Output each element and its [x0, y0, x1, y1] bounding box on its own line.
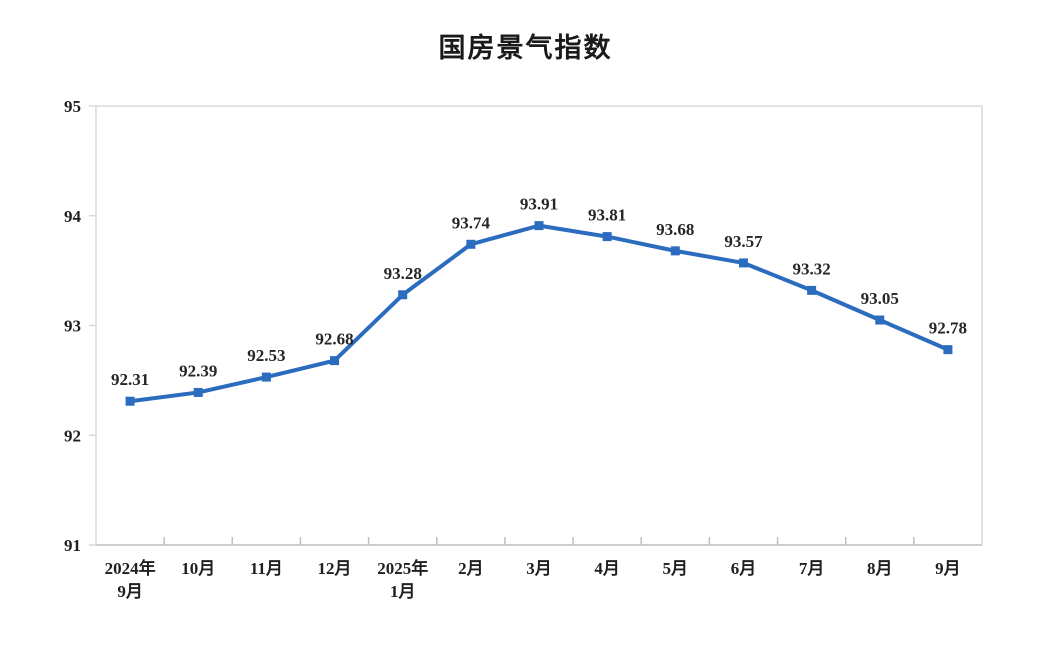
- data-point-label: 93.57: [724, 232, 763, 251]
- x-axis-label: 4月: [594, 559, 620, 578]
- data-point-label: 93.81: [588, 206, 626, 225]
- data-point-marker: [807, 285, 817, 295]
- data-point-marker: [670, 246, 680, 256]
- x-axis-label: 12月: [318, 559, 352, 578]
- data-point-label: 93.05: [861, 289, 899, 308]
- data-point-marker: [125, 396, 135, 406]
- x-axis-label: 6月: [731, 559, 757, 578]
- x-axis-label: 10月: [181, 559, 215, 578]
- data-point-label: 92.53: [247, 346, 285, 365]
- y-axis-label: 95: [64, 97, 81, 116]
- data-point-marker: [398, 290, 408, 300]
- data-point-marker: [193, 387, 203, 397]
- data-point-label: 93.74: [452, 213, 491, 232]
- data-point-marker: [534, 221, 544, 231]
- y-axis-label: 94: [64, 207, 82, 226]
- x-axis-label: 7月: [799, 559, 825, 578]
- x-axis-label: 9月: [935, 559, 961, 578]
- series-line: [128, 223, 950, 404]
- x-axis-label: 3月: [526, 559, 552, 578]
- data-point-label: 92.39: [179, 361, 217, 380]
- data-point-label: 93.68: [656, 220, 694, 239]
- data-point-label: 93.91: [520, 195, 558, 214]
- chart-title: 国房景气指数: [438, 33, 613, 63]
- data-point-marker: [943, 345, 953, 355]
- data-point-label: 93.32: [792, 259, 830, 278]
- y-axis-label: 92: [64, 426, 81, 445]
- data-point-marker: [261, 372, 271, 382]
- x-axis-label: 2024年 9月: [105, 558, 156, 601]
- y-axis-label: 93: [64, 317, 81, 336]
- x-axis-label: 5月: [663, 559, 689, 578]
- data-point-marker: [875, 315, 885, 325]
- data-point-label: 92.78: [929, 319, 967, 338]
- data-point-marker: [466, 239, 476, 249]
- data-point-label: 92.68: [315, 330, 353, 349]
- data-point-label: 92.31: [111, 370, 149, 389]
- x-axis-label: 2月: [458, 559, 484, 578]
- x-axis-label: 2025年 1月: [377, 558, 428, 601]
- x-axis-label: 8月: [867, 559, 893, 578]
- data-point-marker: [738, 258, 748, 268]
- x-axis-label: 11月: [250, 559, 283, 578]
- data-point-marker: [330, 356, 340, 366]
- data-point-marker: [602, 232, 612, 242]
- y-axis-label: 91: [64, 536, 81, 555]
- data-point-label: 93.28: [384, 264, 422, 283]
